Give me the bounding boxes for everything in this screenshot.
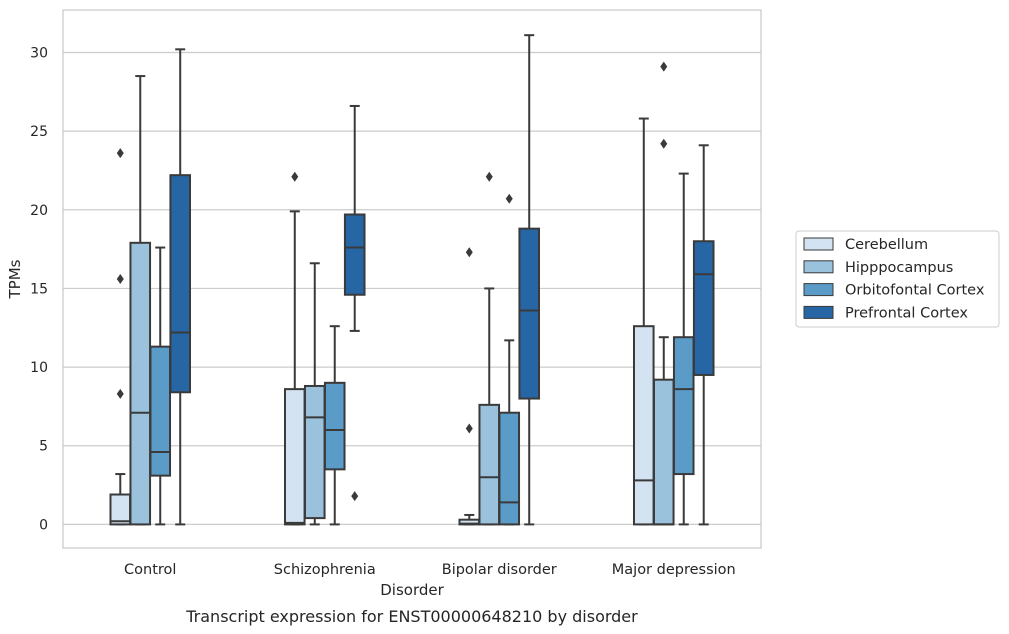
legend-frame xyxy=(795,230,1000,328)
outlier-point xyxy=(116,274,124,284)
y-tick-labels: 0 5 10 15 20 25 30 xyxy=(30,45,48,533)
boxes xyxy=(109,34,715,526)
box-group xyxy=(672,172,695,526)
y-axis-label: TPMs xyxy=(6,259,24,299)
x-tick-labels: Control Schizophrenia Bipolar disorder Majo… xyxy=(124,562,736,578)
box xyxy=(652,378,675,526)
x-tick-label: Major depression xyxy=(612,562,736,578)
x-tick-label: Bipolar disorder xyxy=(442,562,557,578)
x-tick-label: Schizophrenia xyxy=(274,562,376,578)
outlier-point xyxy=(660,61,668,72)
box-group xyxy=(283,171,306,526)
box xyxy=(478,403,501,526)
box-group xyxy=(632,117,655,526)
box xyxy=(283,388,306,526)
box xyxy=(343,213,366,296)
legend-label: Hipppocampus xyxy=(845,260,953,276)
legend-swatch xyxy=(803,237,834,251)
box-group xyxy=(323,325,346,526)
y-tick-label: 10 xyxy=(30,360,48,376)
outlier-point xyxy=(351,491,359,502)
box-group xyxy=(478,171,501,526)
box xyxy=(692,240,715,376)
outlier-point xyxy=(116,388,124,399)
box xyxy=(129,241,152,526)
legend-label: Orbitofontal Cortex xyxy=(845,283,985,299)
box xyxy=(323,381,346,471)
legend-swatch xyxy=(803,283,834,297)
box-group xyxy=(692,144,715,526)
box xyxy=(169,174,192,394)
box-group xyxy=(498,193,521,526)
plot-frame xyxy=(62,9,762,549)
legend: Cerebellum Hipppocampus Orbitofontal Corte… xyxy=(795,230,1000,328)
outlier-point xyxy=(465,423,473,434)
box-group xyxy=(343,104,366,502)
y-tick-label: 15 xyxy=(30,281,48,297)
y-tick-label: 30 xyxy=(30,45,48,61)
box xyxy=(303,384,326,520)
box xyxy=(518,227,541,400)
outlier-point xyxy=(465,247,473,258)
legend-swatch xyxy=(803,305,834,319)
legend-swatch xyxy=(803,260,834,274)
box-group xyxy=(518,34,541,526)
box-group xyxy=(149,246,172,526)
box xyxy=(498,411,521,526)
box-group xyxy=(303,262,326,526)
legend-label: Prefrontal Cortex xyxy=(845,305,968,321)
box-group xyxy=(169,48,192,526)
outlier-point xyxy=(291,171,299,182)
outlier-point xyxy=(116,148,124,159)
y-tick-label: 25 xyxy=(30,124,48,140)
box xyxy=(672,336,695,476)
legend-label: Cerebellum xyxy=(845,237,928,253)
x-axis-label: Disorder xyxy=(380,581,444,599)
y-tick-label: 20 xyxy=(30,203,48,219)
box-group xyxy=(129,75,152,526)
box xyxy=(109,493,132,526)
outlier-point xyxy=(660,138,668,149)
chart-caption: Transcript expression for ENST0000064821… xyxy=(185,607,638,626)
box-group xyxy=(109,148,132,526)
y-tick-label: 5 xyxy=(39,439,48,455)
x-tick-label: Control xyxy=(124,562,176,578)
box xyxy=(632,325,655,526)
outlier-point xyxy=(505,193,513,204)
outlier-point xyxy=(485,171,493,182)
box xyxy=(149,345,172,477)
y-tick-label: 0 xyxy=(39,517,48,533)
